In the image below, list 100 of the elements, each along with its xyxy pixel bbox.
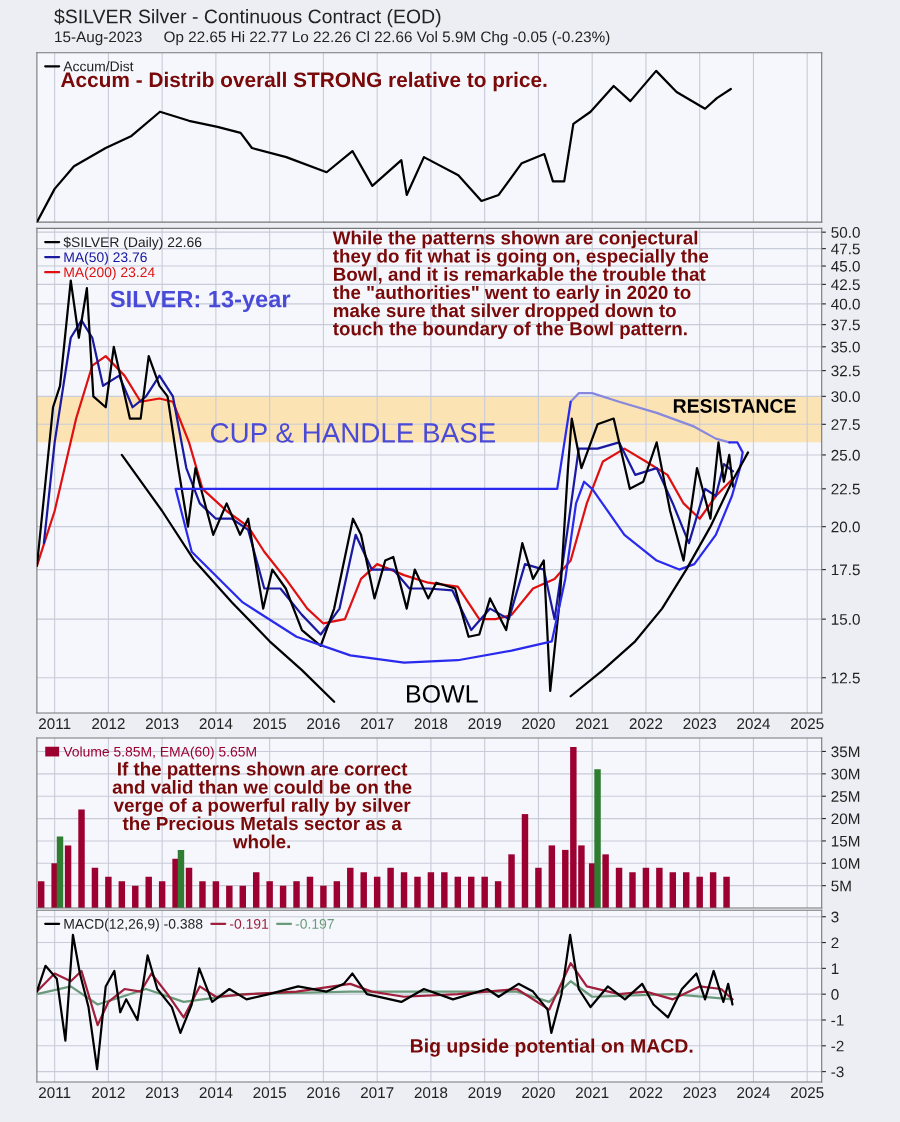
- bar: [427, 872, 435, 909]
- bar: [226, 885, 233, 909]
- bar: [615, 867, 623, 909]
- y-tick-label: 45.0: [831, 260, 860, 272]
- y-tick-label: 22.5: [831, 483, 860, 495]
- bar: [642, 867, 650, 909]
- y-tick-label: 0: [831, 989, 839, 1000]
- x-tick-label: 2018: [414, 1087, 448, 1099]
- bar: [78, 809, 85, 909]
- legend-label: MACD(12,26,9) -0.388: [64, 918, 203, 932]
- x-tick-label: 2014: [199, 1087, 233, 1099]
- x-tick-label: 2015: [253, 1087, 287, 1099]
- bar: [508, 854, 515, 909]
- line-series: [36, 962, 734, 1027]
- x-tick-label: 2013: [145, 1087, 179, 1099]
- x-tick-label: 2023: [683, 718, 716, 730]
- y-tick-label: 42.5: [831, 279, 860, 291]
- x-tick-label: 2023: [683, 1087, 716, 1099]
- x-tick-label: 2016: [307, 718, 340, 730]
- y-tick-label: -3: [831, 1066, 844, 1078]
- bar: [158, 881, 166, 909]
- bar: [347, 867, 354, 909]
- bar: [360, 872, 367, 909]
- bar: [414, 876, 421, 909]
- bar: [37, 881, 45, 909]
- y-tick-label: 20M: [831, 813, 860, 825]
- x-tick-label: 2011: [38, 718, 71, 730]
- legend-label: $SILVER (Daily) 22.66: [63, 236, 202, 250]
- x-tick-label: 2022: [629, 718, 663, 730]
- bar: [441, 872, 448, 909]
- legend-label: MA(200) 23.24: [64, 266, 155, 280]
- x-tick-label: 2025: [790, 1087, 824, 1099]
- x-tick-label: 2024: [737, 1087, 770, 1099]
- bar: [709, 872, 717, 909]
- y-tick-label: 20.0: [831, 521, 860, 533]
- y-tick-label: 25.0: [831, 449, 860, 461]
- y-tick-label: 30.0: [831, 391, 860, 403]
- x-tick-label: 2014: [199, 718, 233, 730]
- y-tick-label: 25M: [831, 791, 860, 802]
- y-tick-label: 5M: [831, 880, 851, 892]
- legend-label: -0.197: [295, 918, 334, 929]
- bar: [177, 849, 185, 909]
- bar: [145, 876, 152, 909]
- y-tick-label: 1: [831, 963, 839, 974]
- y-tick-label: 50.0: [831, 227, 860, 238]
- x-tick-label: 2025: [790, 718, 824, 730]
- x-tick-label: 2021: [575, 1087, 609, 1099]
- y-tick-label: 35.0: [831, 341, 860, 353]
- bar: [494, 881, 502, 909]
- bar: [64, 845, 72, 909]
- y-tick-label: 15.0: [831, 614, 860, 625]
- bar: [481, 876, 488, 909]
- y-tick-label: -2: [831, 1040, 844, 1052]
- x-tick-label: 2012: [92, 718, 125, 730]
- bar: [696, 876, 703, 909]
- y-tick-label: 12.5: [831, 672, 860, 684]
- annotation: BOWL: [407, 685, 478, 703]
- x-tick-label: 2022: [629, 1087, 663, 1099]
- bar: [199, 881, 206, 909]
- y-tick-label: 47.5: [831, 243, 860, 255]
- y-tick-label: 30M: [831, 768, 860, 780]
- y-tick-label: -1: [831, 1015, 844, 1026]
- y-tick-label: 37.5: [831, 319, 860, 331]
- bar: [723, 876, 730, 909]
- x-tick-label: 2019: [468, 718, 501, 730]
- annotation: If the patterns shown are correct and valid than we could be on the verge of a powerful rally by silver the Precious Metals sector as a whole.: [112, 761, 412, 849]
- bar: [683, 872, 690, 909]
- bar: [602, 854, 609, 909]
- bar: [320, 885, 327, 909]
- bar: [594, 769, 601, 909]
- legend-label: Accum/Dist: [63, 61, 134, 72]
- bar: [252, 872, 260, 909]
- bar: [293, 881, 300, 909]
- bar: [629, 872, 636, 909]
- bar: [669, 872, 677, 909]
- x-tick-label: 2013: [145, 718, 179, 730]
- annotation: RESISTANCE: [673, 399, 796, 413]
- bar: [535, 867, 542, 909]
- x-tick-label: 2015: [253, 718, 287, 730]
- y-tick-label: 15M: [831, 835, 860, 847]
- x-tick-label: 2021: [575, 718, 609, 730]
- legend-label: Volume 5.85M, EMA(60) 5.65M: [63, 746, 256, 760]
- annotation: While the patterns shown are conjectural they do fit what is going on, especially the Bowl, and it is remarkable the trouble that the "authorities" went to early in 2020 to make sure that silver dropped down to touch the boundary of the Bowl pattern.: [332, 230, 709, 340]
- bar: [212, 881, 220, 909]
- annotation: SILVER: 13-year: [110, 290, 291, 313]
- x-tick-label: 2017: [360, 1087, 394, 1099]
- y-tick-label: 27.5: [831, 419, 860, 430]
- bar: [333, 881, 341, 909]
- bar: [548, 845, 556, 909]
- x-tick-label: 2020: [522, 1087, 555, 1099]
- y-tick-label: 10M: [831, 858, 860, 869]
- x-tick-label: 2024: [737, 718, 770, 730]
- bar: [521, 814, 529, 909]
- x-tick-label: 2020: [522, 718, 555, 730]
- y-tick-label: 2: [831, 937, 839, 949]
- x-tick-label: 2019: [468, 1087, 501, 1099]
- chart-title: $SILVER Silver - Continuous Contract (EOD): [54, 8, 441, 28]
- bar: [266, 881, 273, 909]
- annotation: Big upside potential on MACD.: [410, 1038, 693, 1057]
- line-series: [36, 933, 734, 1071]
